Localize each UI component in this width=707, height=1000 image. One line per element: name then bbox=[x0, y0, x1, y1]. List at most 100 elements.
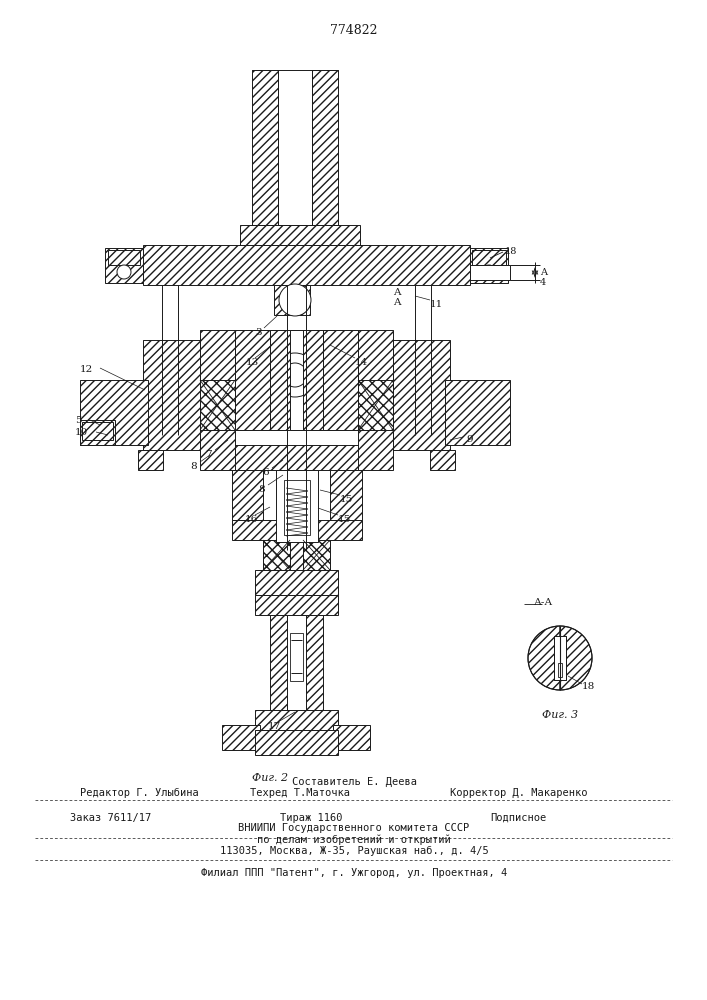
Text: 11: 11 bbox=[430, 300, 443, 309]
Polygon shape bbox=[255, 595, 338, 615]
Text: 17: 17 bbox=[268, 722, 281, 731]
Polygon shape bbox=[358, 330, 393, 430]
Polygon shape bbox=[472, 250, 506, 265]
Polygon shape bbox=[333, 725, 370, 750]
Polygon shape bbox=[558, 663, 562, 677]
Polygon shape bbox=[393, 340, 450, 450]
Polygon shape bbox=[200, 330, 235, 430]
Circle shape bbox=[283, 363, 307, 387]
Polygon shape bbox=[290, 633, 303, 681]
Polygon shape bbox=[80, 380, 148, 445]
Polygon shape bbox=[470, 265, 510, 280]
Text: Заказ 7611/17: Заказ 7611/17 bbox=[70, 813, 151, 823]
Polygon shape bbox=[263, 540, 330, 570]
Text: 8: 8 bbox=[258, 485, 264, 494]
Text: 3: 3 bbox=[255, 328, 262, 337]
Polygon shape bbox=[560, 626, 592, 690]
Text: 14: 14 bbox=[355, 358, 368, 367]
Text: Тираж 1160: Тираж 1160 bbox=[280, 813, 342, 823]
Polygon shape bbox=[200, 430, 235, 470]
Polygon shape bbox=[255, 570, 338, 595]
Polygon shape bbox=[270, 615, 287, 710]
Text: 18: 18 bbox=[505, 247, 518, 256]
Polygon shape bbox=[470, 248, 508, 283]
Text: Фиг. 3: Фиг. 3 bbox=[542, 710, 578, 720]
Polygon shape bbox=[143, 245, 470, 285]
Text: 4: 4 bbox=[540, 278, 547, 287]
Polygon shape bbox=[232, 470, 263, 520]
Text: 16: 16 bbox=[245, 515, 258, 524]
Polygon shape bbox=[82, 422, 113, 440]
Text: 6: 6 bbox=[262, 468, 269, 477]
Polygon shape bbox=[312, 70, 338, 225]
Polygon shape bbox=[80, 420, 115, 445]
Circle shape bbox=[117, 265, 131, 279]
Polygon shape bbox=[147, 400, 182, 435]
Polygon shape bbox=[303, 540, 330, 570]
Circle shape bbox=[482, 265, 496, 279]
Polygon shape bbox=[235, 330, 358, 430]
Polygon shape bbox=[274, 285, 310, 315]
Circle shape bbox=[279, 284, 311, 316]
Polygon shape bbox=[330, 470, 362, 520]
Text: Составитель Е. Деева: Составитель Е. Деева bbox=[291, 777, 416, 787]
Polygon shape bbox=[235, 330, 270, 430]
Polygon shape bbox=[284, 480, 310, 535]
Text: 5: 5 bbox=[75, 416, 81, 425]
Polygon shape bbox=[412, 402, 444, 418]
Text: по делам изобретений и открытий: по делам изобретений и открытий bbox=[257, 835, 451, 845]
Polygon shape bbox=[252, 70, 278, 225]
Text: Техред Т.Маточка: Техред Т.Маточка bbox=[250, 788, 350, 798]
Polygon shape bbox=[430, 450, 455, 470]
Polygon shape bbox=[148, 402, 180, 418]
Text: 13: 13 bbox=[246, 358, 259, 367]
Polygon shape bbox=[232, 445, 362, 470]
Polygon shape bbox=[270, 330, 290, 430]
Polygon shape bbox=[255, 710, 338, 730]
Text: 8: 8 bbox=[190, 462, 197, 471]
Text: A: A bbox=[540, 268, 547, 277]
Polygon shape bbox=[358, 380, 393, 430]
Text: 12: 12 bbox=[80, 365, 93, 374]
Polygon shape bbox=[240, 225, 360, 245]
Text: 113035, Москва, Ж-35, Раушская наб., д. 4/5: 113035, Москва, Ж-35, Раушская наб., д. … bbox=[220, 846, 489, 856]
Polygon shape bbox=[222, 725, 260, 750]
Polygon shape bbox=[108, 250, 140, 265]
Text: A: A bbox=[393, 288, 400, 297]
Text: 15: 15 bbox=[340, 495, 354, 504]
Text: Корректор Д. Макаренко: Корректор Д. Макаренко bbox=[450, 788, 588, 798]
Polygon shape bbox=[303, 330, 323, 430]
Polygon shape bbox=[358, 430, 393, 470]
Polygon shape bbox=[554, 636, 566, 680]
Polygon shape bbox=[528, 626, 560, 690]
Text: A: A bbox=[393, 298, 400, 307]
Polygon shape bbox=[105, 248, 143, 283]
Text: 774822: 774822 bbox=[330, 23, 378, 36]
Text: Фиг. 2: Фиг. 2 bbox=[252, 773, 288, 783]
Polygon shape bbox=[232, 520, 362, 540]
Circle shape bbox=[273, 353, 317, 397]
Polygon shape bbox=[263, 540, 290, 570]
Text: 10: 10 bbox=[75, 428, 88, 437]
Text: Подписное: Подписное bbox=[490, 813, 547, 823]
Polygon shape bbox=[138, 450, 163, 470]
Text: Редактор Г. Улыбина: Редактор Г. Улыбина bbox=[80, 788, 199, 798]
Polygon shape bbox=[276, 470, 318, 542]
Text: ВНИИПИ Государственного комитета СССР: ВНИИПИ Государственного комитета СССР bbox=[238, 823, 469, 833]
Polygon shape bbox=[306, 615, 323, 710]
Text: 7: 7 bbox=[205, 450, 211, 459]
Polygon shape bbox=[287, 615, 306, 710]
Polygon shape bbox=[323, 330, 358, 430]
Text: 9: 9 bbox=[466, 435, 472, 444]
Text: А-А: А-А bbox=[534, 598, 554, 607]
Text: Филиал ППП "Патент", г. Ужгород, ул. Проектная, 4: Филиал ППП "Патент", г. Ужгород, ул. Про… bbox=[201, 868, 507, 878]
Polygon shape bbox=[278, 70, 312, 225]
Polygon shape bbox=[255, 730, 338, 755]
Polygon shape bbox=[143, 340, 200, 450]
Polygon shape bbox=[445, 380, 510, 445]
Text: 15: 15 bbox=[338, 515, 351, 524]
Polygon shape bbox=[270, 330, 323, 430]
Polygon shape bbox=[411, 400, 446, 435]
Polygon shape bbox=[200, 380, 235, 430]
Text: 18: 18 bbox=[582, 682, 595, 691]
